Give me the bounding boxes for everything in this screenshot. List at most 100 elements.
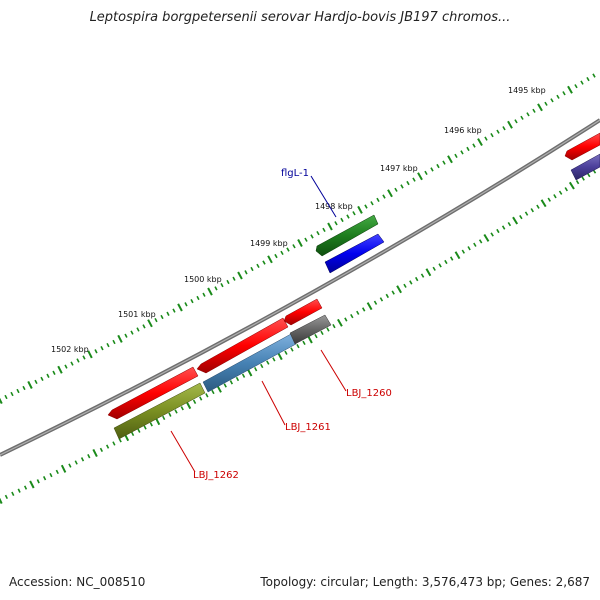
minor-tick [332, 324, 336, 329]
protein-bar-flgl1[interactable] [324, 233, 385, 274]
minor-tick [174, 409, 178, 414]
protein-bar-lbj1260[interactable] [289, 314, 332, 345]
minor-tick [314, 334, 318, 339]
minor-tick [74, 460, 78, 465]
gene-label-lbj1261[interactable]: LBJ_1261 [285, 422, 331, 433]
minor-tick [454, 153, 458, 158]
minor-tick [253, 367, 258, 372]
minor-tick [130, 431, 135, 437]
minor-tick [496, 228, 500, 234]
major-tick [0, 497, 3, 505]
minor-tick [272, 357, 276, 362]
minor-tick [100, 346, 104, 351]
map-title: Leptospira borgpetersenii serovar Hardjo… [89, 10, 511, 25]
major-tick [454, 251, 461, 260]
minor-tick [142, 324, 146, 329]
protein-bar-upper-right[interactable] [570, 153, 600, 181]
minor-tick [46, 373, 50, 378]
minor-tick [558, 190, 563, 195]
minor-tick [514, 119, 518, 124]
minor-tick [192, 399, 197, 404]
minor-tick [350, 314, 354, 319]
minor-tick [420, 273, 425, 278]
major-tick [117, 334, 123, 343]
minor-tick [22, 385, 26, 391]
protein-bar-lbj1262[interactable] [113, 382, 206, 440]
minor-tick [202, 292, 206, 297]
minor-tick [478, 239, 483, 244]
minor-tick [180, 406, 184, 411]
minor-tick [438, 263, 442, 268]
minor-tick [484, 136, 488, 141]
minor-tick [364, 204, 368, 209]
major-tick [447, 155, 453, 164]
major-tick [425, 268, 432, 277]
minor-tick [556, 94, 560, 99]
minor-tick [340, 217, 344, 223]
protein-bar-lbj1261[interactable] [202, 333, 297, 393]
minor-tick [442, 160, 446, 165]
genome-summary-text: Topology: circular; Length: 3,576,473 bp… [260, 575, 590, 589]
major-tick [568, 181, 575, 190]
minor-tick [526, 112, 530, 117]
minor-tick [520, 115, 524, 120]
minor-tick [23, 485, 28, 490]
major-tick [267, 255, 273, 264]
minor-tick [172, 308, 176, 313]
minor-tick [196, 295, 200, 301]
minor-tick [190, 299, 194, 304]
minor-tick [130, 330, 134, 335]
minor-tick [412, 177, 416, 182]
minor-tick [55, 469, 59, 475]
minor-tick [154, 317, 158, 323]
minor-tick [346, 214, 350, 219]
minor-tick [99, 447, 104, 452]
major-tick [507, 120, 513, 129]
gene-arrow-lbj1261[interactable] [196, 317, 289, 374]
minor-tick [136, 327, 140, 332]
minor-tick [373, 300, 378, 305]
minor-tick [409, 280, 413, 285]
minor-tick [334, 221, 338, 226]
minor-tick [403, 283, 407, 288]
minor-tick [241, 373, 246, 378]
minor-tick [11, 491, 15, 496]
minor-tick [211, 389, 215, 395]
minor-tick [536, 204, 540, 209]
major-tick [27, 380, 33, 389]
minor-tick [587, 172, 591, 178]
gene-label-lbj1260[interactable]: LBJ_1260 [346, 388, 392, 399]
minor-tick [143, 425, 147, 430]
gene-arrow-upper-right[interactable] [564, 132, 600, 161]
gene-arrow-lbj1262[interactable] [107, 366, 199, 420]
minor-tick [64, 364, 68, 369]
minor-tick [284, 350, 288, 355]
major-tick [387, 189, 393, 198]
gene-label-lbj1262[interactable]: LBJ_1262 [193, 470, 239, 481]
minor-tick [168, 412, 172, 417]
minor-tick [280, 250, 284, 255]
gene-arrow-flgl1[interactable] [315, 214, 379, 257]
minor-tick [87, 454, 91, 459]
minor-tick [160, 314, 164, 320]
gene-label-flgl1[interactable]: flgL-1 [281, 168, 309, 179]
minor-tick [118, 438, 122, 443]
major-tick [512, 216, 519, 225]
tick-label: 1499 kbp [250, 239, 288, 248]
minor-tick [574, 84, 578, 89]
minor-tick [112, 339, 116, 345]
minor-tick [406, 180, 410, 186]
minor-tick [274, 253, 278, 259]
gene-labels: flgL-1 LBJ_1260 LBJ_1261 LBJ_1262 [193, 168, 392, 481]
major-tick [0, 397, 3, 405]
major-tick [307, 335, 313, 344]
minor-tick [290, 347, 294, 352]
minor-tick [149, 422, 153, 427]
gene-arrow-lbj1260[interactable] [283, 298, 323, 326]
minor-tick [496, 129, 500, 134]
minor-tick [502, 126, 506, 131]
major-tick [177, 303, 183, 312]
tick-label: 1495 kbp [508, 86, 546, 95]
accession-text: Accession: NC_008510 [9, 575, 146, 589]
